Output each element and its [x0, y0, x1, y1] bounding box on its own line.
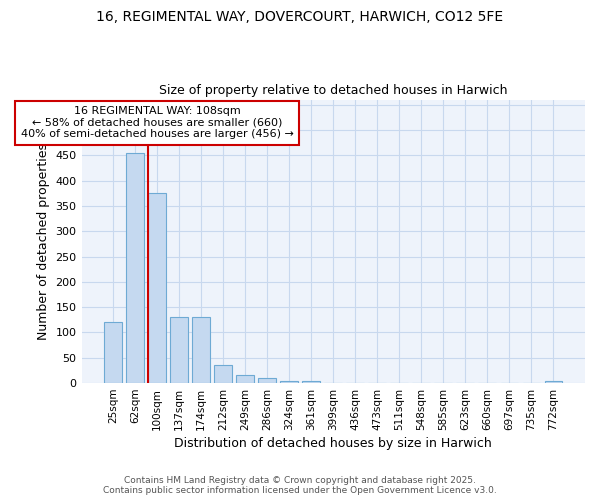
- Title: Size of property relative to detached houses in Harwich: Size of property relative to detached ho…: [159, 84, 508, 97]
- Bar: [214, 366, 232, 383]
- Bar: [104, 322, 122, 383]
- Text: 16, REGIMENTAL WAY, DOVERCOURT, HARWICH, CO12 5FE: 16, REGIMENTAL WAY, DOVERCOURT, HARWICH,…: [97, 10, 503, 24]
- Text: 16 REGIMENTAL WAY: 108sqm
← 58% of detached houses are smaller (660)
40% of semi: 16 REGIMENTAL WAY: 108sqm ← 58% of detac…: [21, 106, 293, 140]
- Bar: [280, 380, 298, 383]
- X-axis label: Distribution of detached houses by size in Harwich: Distribution of detached houses by size …: [175, 437, 492, 450]
- Text: Contains HM Land Registry data © Crown copyright and database right 2025.
Contai: Contains HM Land Registry data © Crown c…: [103, 476, 497, 495]
- Bar: [127, 152, 144, 383]
- Bar: [545, 380, 562, 383]
- Bar: [259, 378, 276, 383]
- Y-axis label: Number of detached properties: Number of detached properties: [37, 143, 50, 340]
- Bar: [236, 376, 254, 383]
- Bar: [302, 380, 320, 383]
- Bar: [193, 318, 210, 383]
- Bar: [170, 318, 188, 383]
- Bar: [148, 193, 166, 383]
